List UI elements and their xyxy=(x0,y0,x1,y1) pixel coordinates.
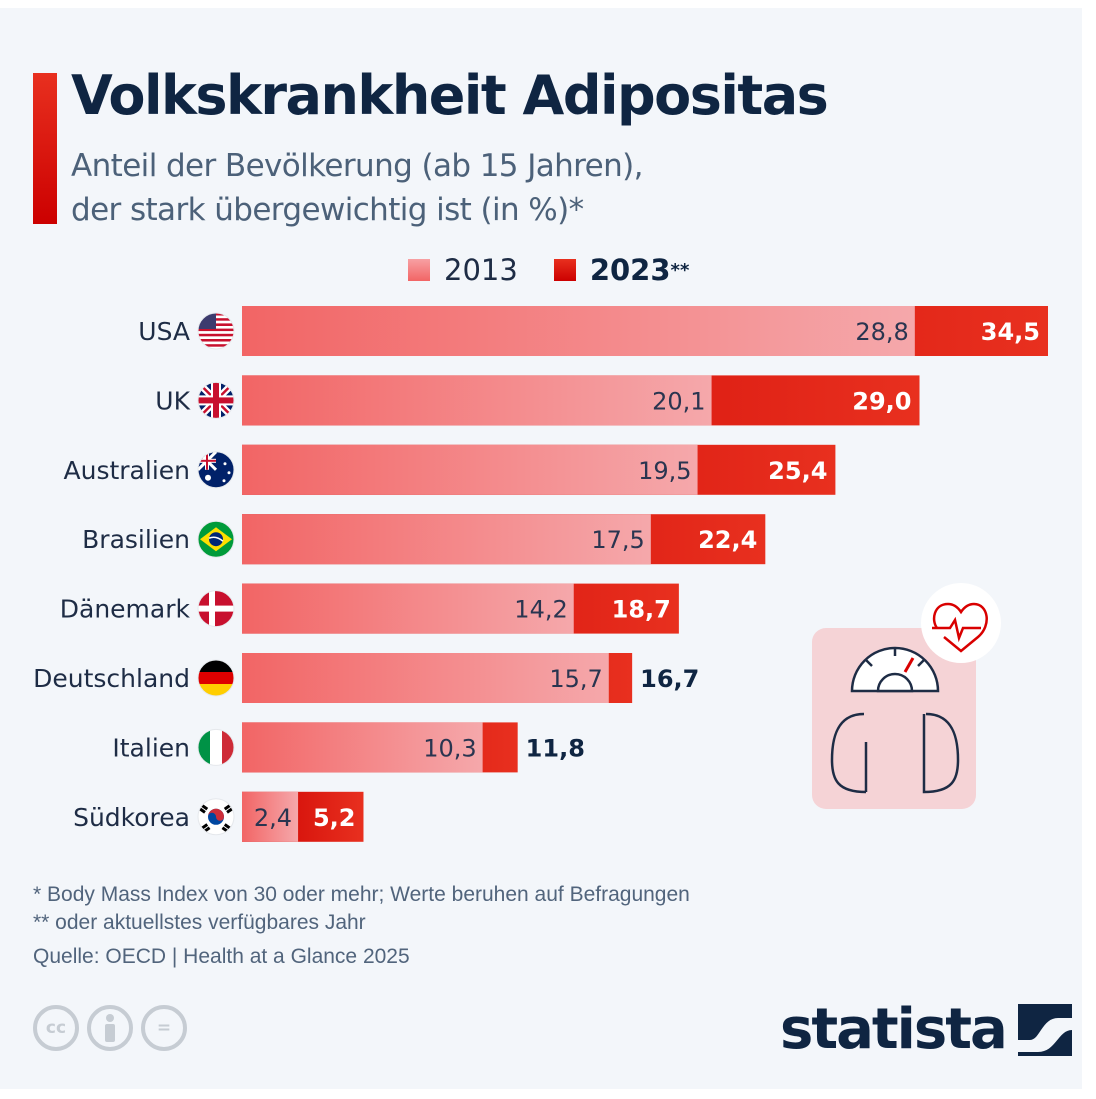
bar-2013 xyxy=(242,583,574,634)
value-label-2023: 11,8 xyxy=(526,734,585,762)
legend-swatch-2023 xyxy=(553,259,576,281)
country-label: UK xyxy=(155,386,190,415)
chart-subtitle-line-2: der stark übergewichtig ist (in %)* xyxy=(71,192,584,228)
heartbeat-icon xyxy=(932,602,988,653)
australia-flag-icon xyxy=(197,451,235,489)
country-label: Deutschland xyxy=(33,664,190,693)
bar-row-brasilien: Brasilien 17,5 22,4 xyxy=(82,514,766,565)
source-note: Quelle: OECD | Health at a Glance 2025 xyxy=(33,945,410,968)
country-label: Südkorea xyxy=(73,803,190,832)
bar-row-uk: UK 20,1 29,0 xyxy=(155,375,920,426)
legend-label-2013: 2013 xyxy=(444,253,518,287)
uk-flag-icon xyxy=(197,381,235,419)
bar-row-usa: USA 28,8 34,5 xyxy=(138,306,1048,356)
value-label-2013: 15,7 xyxy=(549,665,602,693)
footnote-bmi: * Body Mass Index von 30 oder mehr; Wert… xyxy=(33,883,690,906)
legend: 2013 2023 ** xyxy=(408,253,725,287)
bar-row-südkorea: Südkorea 2,4 5,2 xyxy=(73,791,364,842)
country-label: Australien xyxy=(64,456,191,485)
germany-flag-icon xyxy=(197,659,235,697)
value-label-2013: 17,5 xyxy=(591,526,644,554)
legend-label-2023: 2023 xyxy=(589,253,671,287)
country-label: Brasilien xyxy=(82,525,190,554)
bar-row-deutschland: Deutschland 15,7 16,7 xyxy=(33,653,699,703)
attribution-icon[interactable] xyxy=(87,1005,133,1051)
value-label-2013: 10,3 xyxy=(423,734,476,762)
country-label: Dänemark xyxy=(60,595,191,624)
scale-illustration xyxy=(812,583,1001,809)
value-label-2023: 16,7 xyxy=(640,665,699,693)
bar-row-italien: Italien 10,3 11,8 xyxy=(112,722,585,773)
value-label-2023: 29,0 xyxy=(852,387,911,415)
brazil-flag-icon xyxy=(197,520,235,558)
no-derivatives-icon[interactable]: = xyxy=(141,1005,187,1051)
value-label-2013: 2,4 xyxy=(254,804,292,832)
south-korea-flag-icon xyxy=(197,798,235,836)
scale-needle xyxy=(903,657,915,673)
title-accent-bar xyxy=(33,73,57,224)
value-label-2023: 18,7 xyxy=(612,596,671,624)
legend-label-2023-footnote-mark: ** xyxy=(670,259,690,281)
us-flag-icon xyxy=(197,312,235,350)
chart-subtitle-line-1: Anteil der Bevölkerung (ab 15 Jahren), xyxy=(71,148,644,184)
value-label-2023: 5,2 xyxy=(313,804,356,832)
license-icons[interactable]: cc = xyxy=(33,1005,187,1051)
bar-2013 xyxy=(242,375,712,426)
bar-2013 xyxy=(242,722,483,773)
legend-item-2013: 2013 xyxy=(408,253,518,287)
value-label-2023: 34,5 xyxy=(981,318,1040,346)
bar-2013 xyxy=(242,653,609,703)
legend-item-2023: 2023 ** xyxy=(553,253,690,287)
legend-swatch-2013 xyxy=(408,259,430,281)
cc-icon[interactable]: cc xyxy=(33,1005,79,1051)
value-label-2013: 19,5 xyxy=(638,457,691,485)
bar-row-dänemark: Dänemark 14,2 18,7 xyxy=(60,583,679,634)
bar-2013 xyxy=(242,791,299,842)
value-label-2013: 14,2 xyxy=(514,596,567,624)
bar-2013 xyxy=(242,444,698,495)
italy-flag-icon xyxy=(197,728,235,766)
heart-badge xyxy=(921,583,1001,663)
person-icon xyxy=(105,1014,115,1042)
denmark-flag-icon xyxy=(197,590,235,628)
scale-left-foot xyxy=(830,712,867,794)
scale-dial xyxy=(850,646,940,693)
country-label: Italien xyxy=(112,733,190,762)
value-label-2013: 28,8 xyxy=(855,318,908,346)
chart-title: Volkskrankheit Adipositas xyxy=(71,64,829,127)
bar-2013 xyxy=(242,514,651,565)
statista-logo[interactable]: statista xyxy=(780,1000,1072,1060)
footnote-year: ** oder aktuellstes verfügbares Jahr xyxy=(33,911,366,934)
scale-right-foot xyxy=(922,712,960,794)
statista-wordmark: statista xyxy=(780,997,1008,1062)
country-label: USA xyxy=(138,317,190,346)
statista-logo-icon xyxy=(1017,1004,1072,1056)
value-label-2023: 25,4 xyxy=(768,457,827,485)
bar-row-australien: Australien 19,5 25,4 xyxy=(64,444,836,495)
value-label-2013: 20,1 xyxy=(652,387,705,415)
bar-2013 xyxy=(242,306,915,356)
value-label-2023: 22,4 xyxy=(698,526,757,554)
